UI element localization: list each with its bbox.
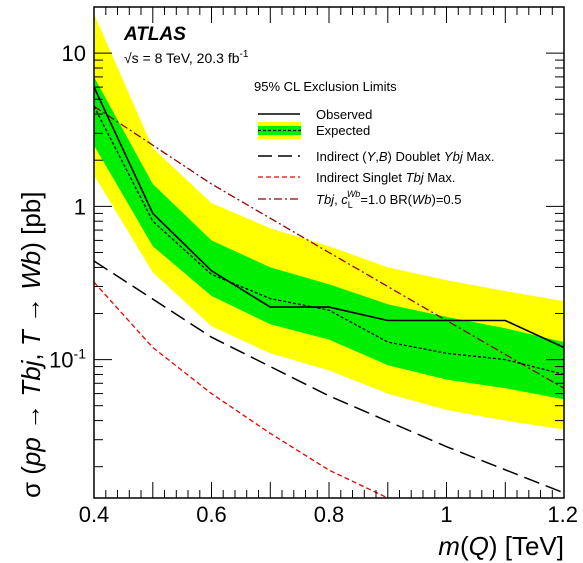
legend-label-doublet: Indirect (Y,B) Doublet Ybj Max. — [316, 149, 495, 164]
x-tick-label: 0.6 — [196, 502, 227, 527]
x-tick-label: 0.8 — [314, 502, 345, 527]
series-line-singlet — [94, 281, 389, 498]
series-line-theory — [94, 105, 564, 389]
legend-subtitle: 95% CL Exclusion Limits — [254, 79, 397, 94]
legend-item-theory: Tbj, cLWb=1.0 BR(Wb)=0.5 — [258, 189, 461, 210]
x-axis-label: m(Q) [TeV] — [438, 531, 564, 561]
legend-item-doublet: Indirect (Y,B) Doublet Ybj Max. — [258, 149, 495, 164]
y-tick-label: 10 — [62, 41, 86, 66]
legend-label-singlet: Indirect Singlet Tbj Max. — [316, 170, 455, 185]
series-line-doublet — [94, 260, 564, 494]
series-line-observed — [94, 86, 564, 349]
x-tick-label: 1.2 — [547, 502, 578, 527]
y-axis-label: σ (pp → Tbj, T → Wb) [pb] — [16, 192, 46, 498]
experiment-label: ATLAS — [123, 24, 186, 45]
series-line-expected — [94, 106, 564, 376]
y-tick-label: 10-1 — [49, 346, 86, 373]
energy-label: √s = 8 TeV, 20.3 fb-1 — [124, 49, 249, 66]
legend-item-singlet: Indirect Singlet Tbj Max. — [258, 170, 455, 185]
legend-label-theory: Tbj, cLWb=1.0 BR(Wb)=0.5 — [316, 189, 461, 210]
legend-label-expected: Expected — [316, 123, 370, 138]
x-tick-label: 0.4 — [79, 502, 110, 527]
band-1sigma — [94, 76, 564, 400]
x-tick-label: 1 — [440, 502, 452, 527]
y-tick-label: 1 — [74, 194, 86, 219]
legend-label-observed: Observed — [316, 107, 372, 122]
legend-item-observed: Observed — [258, 107, 372, 122]
legend: Observed Expected Indirect (Y,B) Doublet… — [258, 107, 495, 210]
legend-item-expected: Expected — [258, 122, 370, 139]
